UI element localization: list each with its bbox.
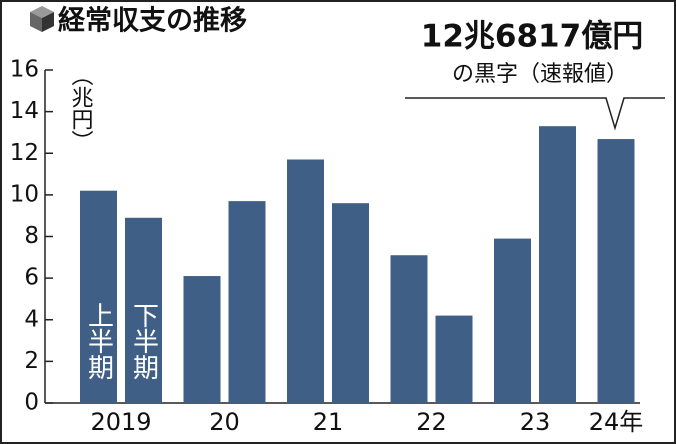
y-tick-label: 6: [24, 265, 39, 291]
legend-label: 上半期: [84, 302, 114, 380]
annotation: の黒字（速報値）: [452, 62, 628, 87]
y-tick-label: 2: [24, 348, 39, 374]
bar: [287, 159, 324, 403]
y-tick-label: 16: [10, 57, 39, 83]
x-tick-label: 21: [313, 408, 344, 436]
bar: [539, 126, 576, 403]
bar: [390, 255, 428, 403]
y-tick-label: 12: [10, 140, 39, 166]
bar: [183, 276, 221, 403]
y-tick-label: 8: [24, 223, 39, 249]
y-tick-label: 10: [10, 181, 39, 207]
annotation: 12兆6817億円: [421, 19, 643, 55]
bar: [80, 190, 117, 403]
bar: [228, 201, 266, 403]
chart-title: 経常収支の推移: [58, 5, 247, 37]
y-tick-label: 0: [24, 390, 39, 416]
y-tick-label: 4: [24, 306, 39, 332]
bar: [125, 217, 162, 403]
x-tick-label: 24年: [589, 408, 644, 436]
bar: [332, 203, 369, 403]
title-icon: [30, 6, 54, 32]
x-tick-label: 22: [416, 408, 447, 436]
y-tick-label: 14: [10, 98, 39, 124]
y-axis-label: （兆円）: [68, 64, 94, 152]
bar: [435, 315, 473, 403]
callout: [405, 97, 665, 131]
bar: [597, 139, 635, 403]
x-tick-label: 23: [520, 408, 551, 436]
x-tick-label: 2019: [90, 408, 151, 436]
x-tick-label: 20: [209, 408, 240, 436]
bar: [494, 238, 531, 403]
legend-label: 下半期: [129, 302, 159, 380]
